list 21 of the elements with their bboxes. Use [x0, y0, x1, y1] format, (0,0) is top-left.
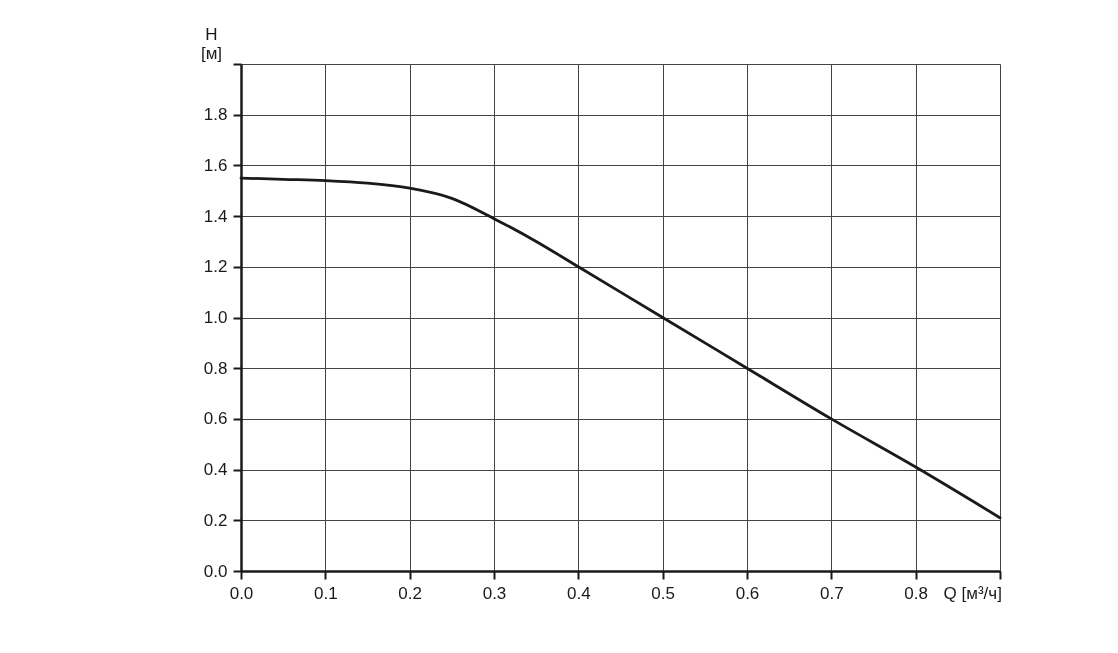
y-tick-label: 0.6: [203, 409, 228, 429]
y-axis-title: H [м]: [200, 24, 223, 63]
x-tick-label: 0.3: [482, 583, 507, 603]
x-tick-label: 0.8: [904, 583, 928, 603]
x-tick-label: 0.7: [820, 583, 844, 603]
x-tick-label: 0.6: [735, 583, 760, 603]
y-tick-label: 1.4: [203, 206, 228, 226]
y-tick-label: 0.8: [203, 358, 228, 378]
y-tick-label: 0.2: [203, 510, 228, 530]
y-tick-label: 1.6: [203, 155, 228, 175]
x-tick-label: 0.2: [398, 583, 422, 603]
y-tick-label: 1.8: [203, 105, 228, 125]
x-tick-label: 0.1: [314, 583, 338, 603]
y-tick-label: 0.0: [203, 561, 228, 581]
x-tick-label: 0.5: [651, 583, 675, 603]
x-tick-label: 0.4: [567, 583, 591, 603]
x-axis-title: Q [м³/ч]: [943, 583, 1002, 603]
y-tick-label: 1.2: [203, 257, 228, 277]
text: 0.0: [229, 583, 254, 603]
y-tick-label: 0.4: [203, 460, 228, 480]
y-tick-label: 1.0: [203, 308, 228, 327]
